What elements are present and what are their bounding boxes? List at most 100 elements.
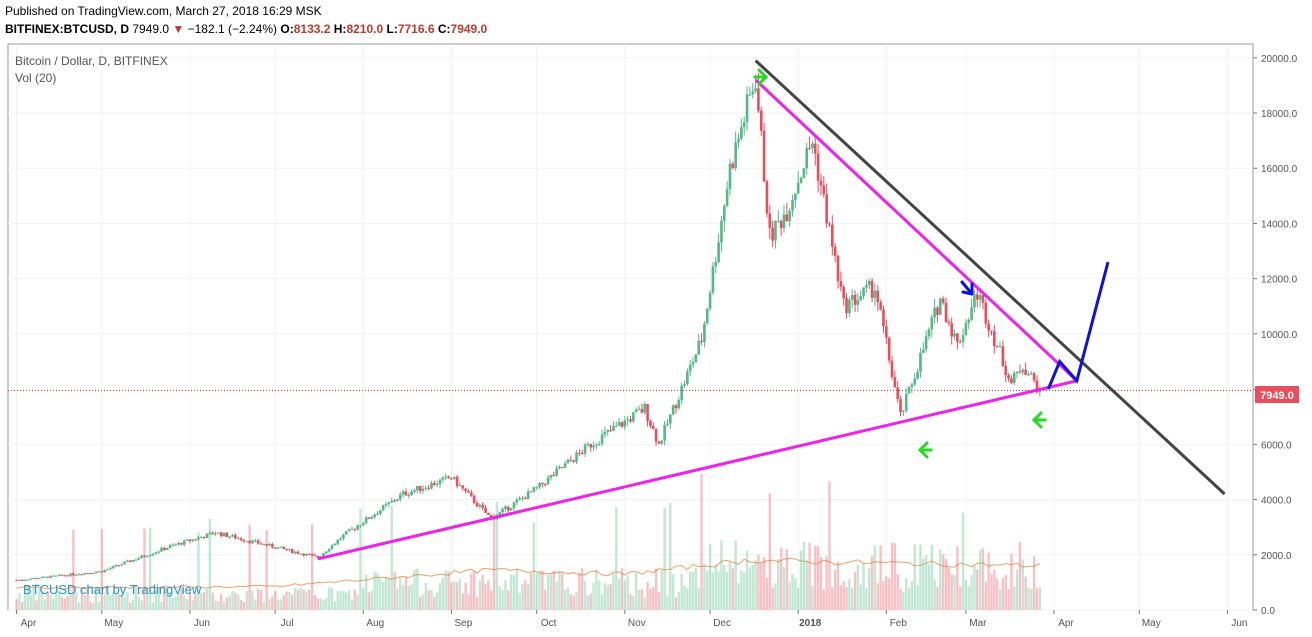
volume-bar [660, 569, 663, 610]
candle-body [49, 575, 52, 578]
candle-body [666, 423, 669, 426]
candle-body [416, 486, 419, 491]
volume-bar [492, 513, 496, 610]
volume-bar [933, 579, 936, 610]
candle-body [913, 378, 917, 385]
candle-body [626, 419, 629, 421]
volume-bar [774, 583, 777, 610]
volume-bar [791, 573, 794, 610]
volume-bar [279, 599, 283, 610]
candle-body [458, 485, 462, 487]
volume-bar [694, 567, 698, 610]
volume-bar [265, 530, 268, 610]
volume-bar [362, 588, 365, 610]
volume-bar [859, 584, 862, 610]
volume-bar [447, 571, 450, 610]
volume-bar [333, 601, 337, 610]
candle-body [538, 482, 541, 488]
volume-bar [438, 583, 442, 610]
volume-bar [1035, 588, 1039, 610]
candle-body [239, 538, 243, 541]
candle-body [683, 384, 686, 386]
volume-bar [646, 582, 649, 610]
volume-bar [495, 502, 499, 610]
volume-bar [487, 580, 490, 610]
candle-body [558, 467, 561, 469]
candle-body [975, 294, 979, 300]
volume-bar [129, 602, 132, 610]
candle-body [808, 147, 811, 149]
candle-body [754, 88, 757, 92]
candle-body [970, 307, 973, 320]
candle-body [680, 385, 683, 400]
volume-bar [103, 594, 106, 610]
candle-body [18, 579, 21, 581]
candle-body [586, 444, 590, 446]
volume-bar [546, 574, 550, 610]
volume-bar [887, 578, 891, 610]
candle-body [751, 91, 755, 95]
tradingview-watermark[interactable]: BTCUSD chart by TradingView [23, 582, 202, 597]
candle-body [234, 535, 237, 539]
candle-body [171, 544, 175, 546]
volume-bar [686, 588, 689, 610]
candle-body [72, 573, 75, 576]
volume-bar [461, 593, 464, 610]
volume-bar [700, 473, 703, 610]
x-tick-label: Apr [1058, 618, 1074, 629]
candle-body [603, 432, 607, 435]
candle-body [401, 491, 405, 495]
volume-bar [63, 598, 67, 610]
candle-body [487, 512, 490, 516]
candle-body [566, 459, 570, 464]
candle-body [595, 444, 598, 446]
volume-bar [930, 544, 934, 610]
plot-frame [7, 43, 1254, 611]
volume-bar [552, 570, 555, 610]
volume-bar [165, 587, 169, 610]
volume-bar [941, 554, 945, 610]
candle-body [464, 488, 467, 491]
volume-bar [424, 583, 428, 610]
candle-body [475, 502, 479, 507]
high-label: H: [333, 22, 347, 36]
volume-bar [956, 546, 959, 610]
candle-body [398, 494, 402, 500]
volume-bar [106, 588, 109, 610]
candle-body [859, 296, 863, 301]
volume-bar [683, 586, 686, 610]
candle-body [961, 335, 965, 342]
volume-bar [217, 601, 220, 610]
resistance-trendline [754, 78, 1078, 382]
candle-body [921, 349, 925, 353]
volume-bar [905, 578, 908, 610]
candle-body [194, 539, 197, 541]
candle-body [526, 491, 530, 499]
candle-body [180, 542, 183, 545]
volume-bar [839, 585, 843, 610]
candle-body [214, 533, 217, 535]
y-tick-label: 6000.0 [1261, 440, 1292, 451]
volume-bar [836, 561, 840, 610]
volume-bar [964, 579, 968, 610]
volume-bar [544, 589, 547, 610]
volume-bar [825, 556, 828, 610]
candle-body [560, 467, 564, 469]
volume-bar [72, 529, 75, 610]
candle-body [208, 532, 212, 534]
volume-bar [464, 582, 467, 610]
candle-body [998, 346, 1002, 348]
volume-bar [532, 522, 536, 610]
volume-bar [475, 597, 479, 610]
candle-body [413, 490, 416, 492]
y-tick-label: 4000.0 [1261, 496, 1292, 507]
candle-body [873, 290, 877, 298]
candle-body [1010, 378, 1013, 383]
volume-bar [367, 592, 371, 610]
candle-body [276, 547, 280, 549]
candle-body [60, 574, 64, 576]
candle-body [725, 188, 729, 206]
candle-body [259, 543, 263, 545]
candle-body [904, 393, 908, 411]
